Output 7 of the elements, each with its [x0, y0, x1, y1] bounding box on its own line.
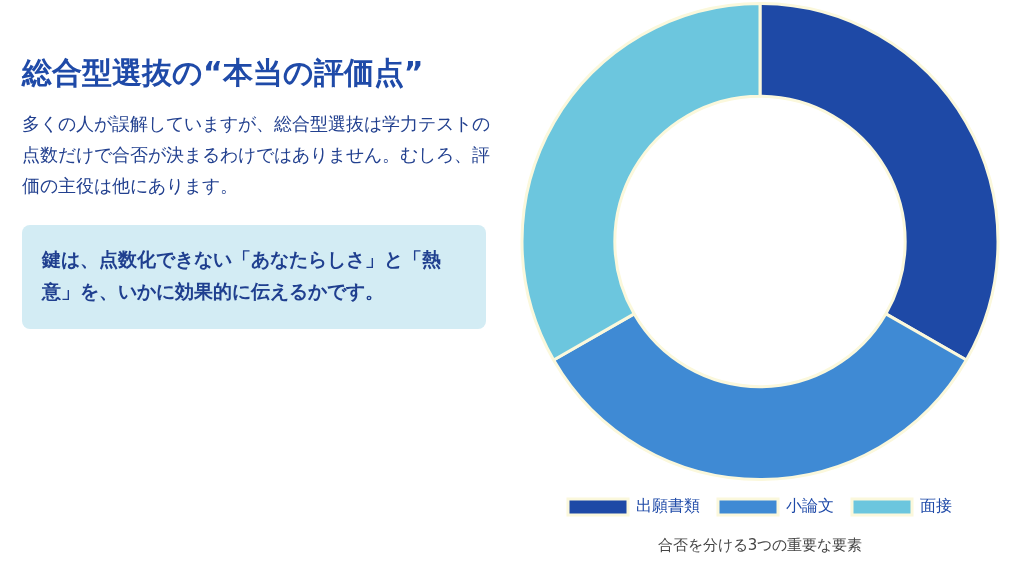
legend-label: 出願書類 — [636, 496, 700, 516]
legend-label: 小論文 — [786, 496, 834, 516]
text: 合否を分ける3つの重要な要素 — [656, 536, 864, 555]
text: 鍵は、点数化できない「あなたらしさ」と「熱意」を、いかに効果的に伝えるかです。 — [22, 225, 486, 329]
text: 多くの人が誤解していますが、総合型選抜は学力テストの点数だけで合否が決まるわけではありません。むしろ、評価の主役は他にあります。 — [22, 112, 491, 198]
text: 総合型選抜の“本当の評価点” — [22, 54, 425, 92]
legend-label: 面接 — [920, 496, 952, 516]
